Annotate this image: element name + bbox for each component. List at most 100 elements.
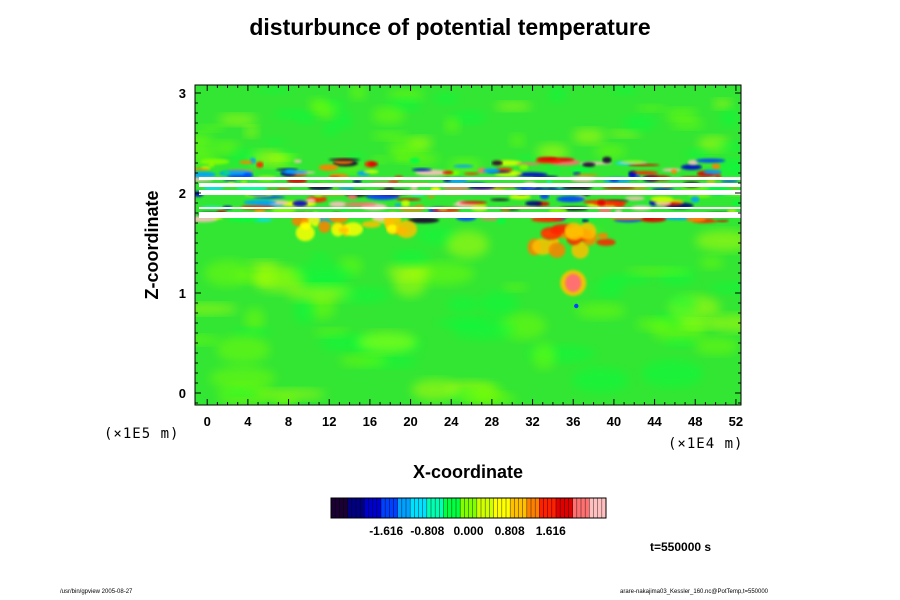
field-streak xyxy=(525,200,543,207)
field-streak xyxy=(582,162,596,168)
colorbar-cell xyxy=(393,498,398,518)
colorbar-cell xyxy=(510,498,515,518)
field-streak xyxy=(690,196,700,203)
y-tick-label: 1 xyxy=(179,286,186,301)
field-streak xyxy=(491,160,503,166)
x-tick-label: 0 xyxy=(204,414,211,429)
field-patch xyxy=(532,343,556,369)
colorbar-tick-label: 0.000 xyxy=(453,524,483,538)
colorbar-cell xyxy=(439,498,444,518)
colorbar-cell xyxy=(397,498,403,518)
colorbar-cell xyxy=(576,498,582,518)
field-patch xyxy=(711,314,741,332)
colorbar-cell xyxy=(531,498,536,518)
field-patch xyxy=(699,256,724,269)
field-patch xyxy=(234,269,303,284)
field-patch xyxy=(625,267,692,276)
field-streak xyxy=(427,195,435,199)
field-streak xyxy=(706,180,716,184)
field-patch xyxy=(333,112,353,130)
field-streak xyxy=(670,169,678,174)
field-patch xyxy=(575,302,627,319)
field-streak xyxy=(415,169,448,176)
warm-region-cell xyxy=(361,220,381,228)
colorbar-cell xyxy=(376,498,382,518)
colorbar-cell xyxy=(556,498,561,518)
field-patch xyxy=(622,115,658,131)
colorbar-cell xyxy=(518,498,523,518)
field-streak xyxy=(731,201,741,206)
field-patch xyxy=(494,101,532,111)
field-patch xyxy=(195,133,214,152)
field-streak xyxy=(483,168,500,174)
field-patch xyxy=(536,144,569,161)
field-streak xyxy=(195,171,216,178)
field-streak xyxy=(516,162,541,166)
field-patch xyxy=(719,109,739,127)
field-patch xyxy=(593,280,625,298)
field-streak xyxy=(726,209,737,213)
field-patch xyxy=(446,296,479,314)
field-patch xyxy=(216,335,270,364)
warm-region-cell xyxy=(343,222,363,236)
field-patch xyxy=(350,85,367,100)
field-patch xyxy=(445,117,460,133)
y-axis: 0 1 2 3 xyxy=(179,86,741,404)
colorbar-cell xyxy=(589,498,594,518)
field-patch xyxy=(387,90,425,102)
colorbar-cell xyxy=(372,498,378,518)
field-streak xyxy=(711,163,721,170)
colorbar-cell xyxy=(485,498,490,518)
field-patch xyxy=(371,131,408,140)
field-streak xyxy=(318,164,339,171)
y-tick-label: 2 xyxy=(179,186,186,201)
warm-region-cell xyxy=(550,227,566,235)
field-patch xyxy=(289,263,355,284)
field-streak xyxy=(368,161,379,167)
colorbar-cell xyxy=(489,498,494,518)
field-streak xyxy=(293,159,302,163)
colorbar-cell xyxy=(381,498,386,518)
field-patch xyxy=(246,259,280,269)
field-streak xyxy=(227,217,261,222)
y-axis-title: Z-coordinate xyxy=(142,190,162,299)
field-patch xyxy=(713,99,732,109)
field-streak xyxy=(463,172,479,175)
field-patch xyxy=(601,273,652,285)
field-patch xyxy=(195,303,238,315)
colorbar-cell xyxy=(368,498,373,518)
colorbar-cell xyxy=(447,498,453,518)
colorbar-cell xyxy=(481,498,486,518)
field-streak xyxy=(490,198,510,201)
white-band xyxy=(199,207,741,209)
field-streak xyxy=(715,219,729,222)
x-tick-label: 24 xyxy=(444,414,459,429)
field-patch xyxy=(708,282,741,294)
colorbar-cell xyxy=(426,498,432,518)
field-streak xyxy=(352,179,362,184)
plot-frame xyxy=(194,84,742,406)
warm-region-cell xyxy=(338,227,349,234)
field-patch xyxy=(286,285,355,301)
colorbar-cell xyxy=(460,498,465,518)
colorbar-tick-label: -0.808 xyxy=(410,524,444,538)
field-patch xyxy=(386,263,432,281)
field-streak xyxy=(459,201,488,205)
colorbar-cell xyxy=(347,498,353,518)
colorbar-cell xyxy=(335,498,340,518)
colorbar-tick-label: 0.808 xyxy=(495,524,525,538)
warm-region-cell xyxy=(571,241,589,259)
warm-region-cell xyxy=(532,238,554,255)
field-streak xyxy=(631,170,659,175)
colorbar-cell xyxy=(514,498,519,518)
x-tick-label: 8 xyxy=(285,414,292,429)
field-streak xyxy=(624,196,645,201)
colorbar-cell xyxy=(543,498,548,518)
field-patch xyxy=(510,134,525,147)
warm-region-cell xyxy=(564,222,583,238)
field-streak xyxy=(572,172,582,175)
field-patch xyxy=(197,125,225,132)
colorbar-cell xyxy=(539,498,544,518)
